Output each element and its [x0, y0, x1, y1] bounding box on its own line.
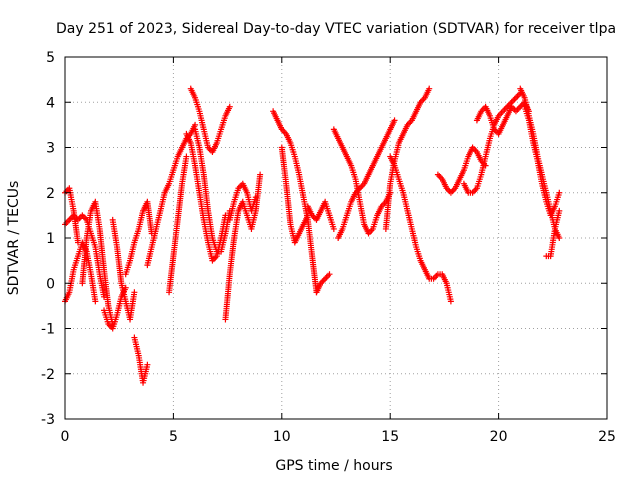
- y-axis-label: SDTVAR / TECUs: [6, 181, 22, 296]
- y-tick-label: 0: [46, 276, 55, 292]
- data-points: [62, 85, 563, 386]
- data-point-marker: [556, 235, 563, 241]
- chart-title: Day 251 of 2023, Sidereal Day-to-day VTE…: [56, 21, 616, 37]
- data-point-marker: [131, 289, 138, 296]
- y-tick-label: 2: [46, 186, 55, 202]
- data-point-marker: [75, 239, 82, 246]
- x-tick-label: 15: [381, 429, 399, 445]
- y-tick-label: 1: [46, 231, 55, 247]
- y-tick-label: 4: [46, 95, 55, 111]
- y-tick-label: -2: [41, 367, 55, 383]
- y-tick-label: -3: [41, 412, 55, 428]
- data-point-marker: [144, 361, 151, 368]
- data-point-marker: [92, 298, 99, 305]
- axes: 0 5 10 15 20 25 -3 -2 -1 0 1 2 3 4 5: [41, 50, 616, 445]
- x-tick-label: 10: [273, 429, 291, 445]
- data-point-marker: [183, 153, 190, 160]
- y-tick-label: 5: [46, 50, 55, 66]
- data-point-marker: [226, 103, 233, 110]
- data-point-marker: [556, 207, 563, 214]
- data-point-marker: [447, 298, 454, 305]
- x-tick-label: 20: [490, 429, 508, 445]
- x-tick-label: 5: [169, 429, 178, 445]
- y-tick-label: 3: [46, 141, 55, 157]
- data-point-marker: [252, 194, 259, 201]
- x-tick-label: 25: [598, 429, 616, 445]
- data-point-marker: [556, 189, 563, 196]
- data-point-marker: [391, 117, 398, 124]
- data-point-marker: [326, 271, 333, 278]
- x-tick-label: 0: [61, 429, 70, 445]
- y-tick-label: -1: [41, 322, 55, 338]
- data-point-marker: [257, 171, 264, 178]
- data-point-marker: [426, 85, 433, 92]
- data-point-marker: [330, 225, 337, 232]
- x-axis-label: GPS time / hours: [275, 458, 392, 474]
